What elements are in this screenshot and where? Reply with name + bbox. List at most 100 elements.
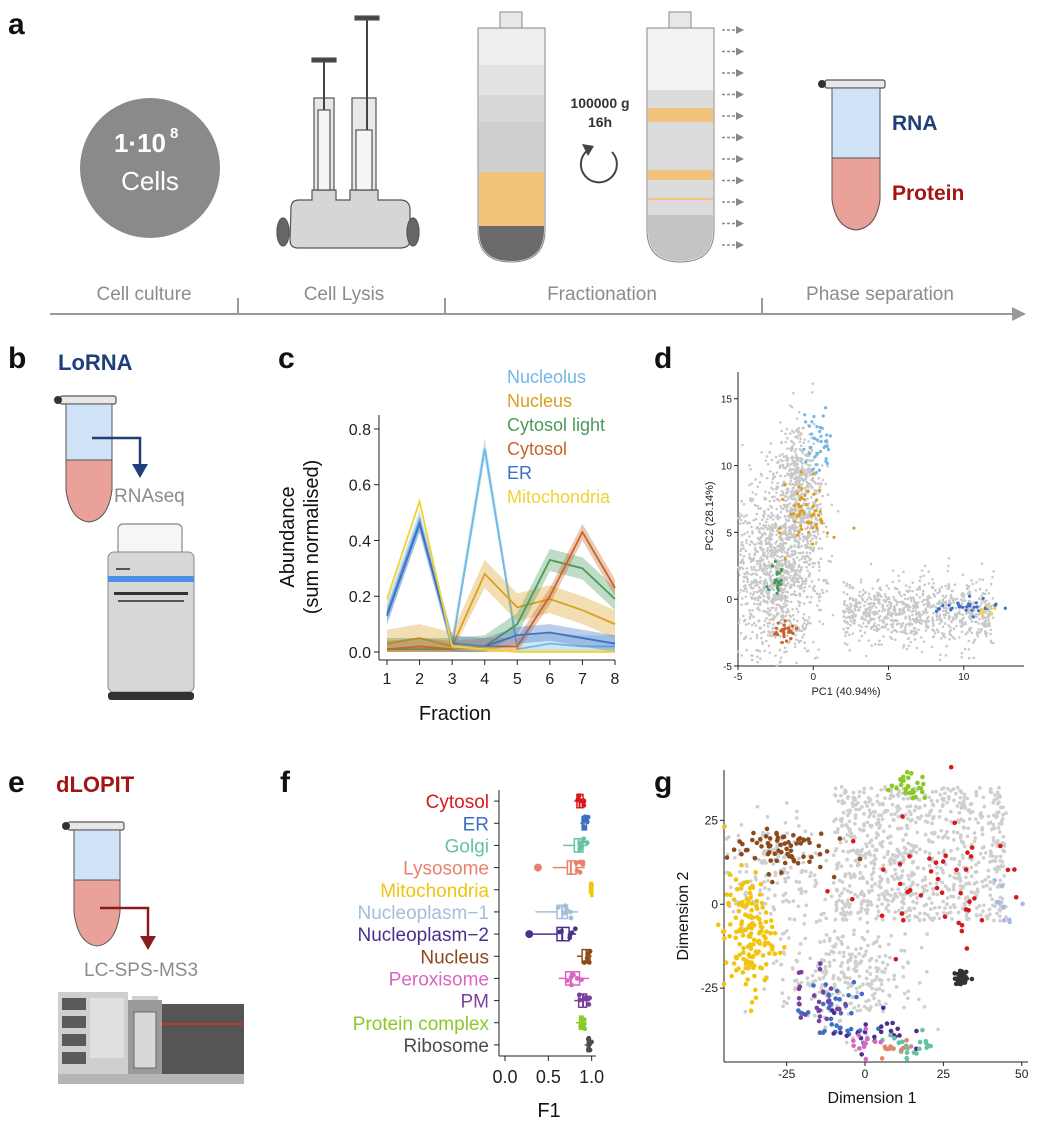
chart-d-bg-point	[887, 587, 890, 590]
chart-g-point	[968, 854, 974, 859]
chart-d-bg-point	[960, 621, 964, 624]
chart-d-point	[814, 471, 818, 475]
chart-d-bg-point	[802, 441, 805, 445]
chart-g-point	[1007, 917, 1012, 923]
chart-d-bg-point	[764, 590, 768, 593]
chart-g-bg-point	[948, 910, 953, 915]
chart-d-point	[804, 460, 808, 464]
chart-g-bg-point	[973, 817, 978, 821]
chart-d-bg-point	[770, 458, 774, 462]
chart-d-bg-point	[853, 608, 857, 612]
chart-d-bg-point	[987, 609, 990, 612]
chart-d-bg-point	[930, 645, 934, 649]
chart-g-bg-point	[878, 874, 882, 879]
chart-g-point	[737, 942, 742, 947]
chart-d-bg-point	[936, 602, 939, 605]
chart-d-bg-point	[810, 516, 814, 520]
chart-g-bg-point	[904, 812, 908, 817]
chart-d-cluster-er	[934, 594, 1007, 619]
chart-g-bg-point	[799, 870, 804, 875]
chart-d-bg-point	[781, 545, 785, 548]
chart-d-bg-point	[836, 509, 840, 513]
chart-g-bg-point	[883, 897, 887, 901]
chart-d-bg-point	[891, 625, 894, 629]
chart-g-point	[817, 1014, 823, 1019]
chart-g-bg-point	[967, 881, 971, 885]
chart-d-bg-point	[745, 590, 749, 593]
chart-g-bg-point	[940, 787, 944, 791]
chart-d-bg-point	[784, 584, 787, 588]
chart-d-bg-point	[847, 611, 851, 614]
chart-g-bg-point	[976, 820, 981, 825]
chart-g-bg-point	[820, 970, 825, 974]
chart-g-point	[760, 905, 765, 910]
f1-boxplot-chart: 0.0 0.5 1.0CytosolERGolgiLysosomeMitochond…	[353, 790, 604, 1087]
chart-g-bg-point	[888, 834, 893, 839]
chart-d-bg-point	[851, 586, 855, 590]
chart-d-bg-point	[873, 598, 876, 602]
chart-d-bg-point	[765, 554, 768, 558]
chart-g-bg-point	[809, 870, 813, 875]
chart-d-point	[775, 586, 780, 590]
chart-d-bg-point	[786, 548, 790, 552]
chart-d-bg-point	[765, 455, 769, 458]
chart-d-bg-point	[817, 562, 821, 565]
chart-g-point	[770, 879, 775, 885]
chart-g-bg-point	[793, 985, 798, 990]
chart-c-ytick-label: 0.0	[349, 645, 371, 662]
chart-g-bg-point	[922, 911, 927, 916]
chart-g-bg-point	[773, 893, 777, 898]
chart-d-bg-point	[744, 587, 747, 591]
chart-d-bg-point	[813, 589, 817, 593]
chart-g-bg-point	[941, 798, 946, 803]
chart-g-cluster-protein-complex	[886, 769, 927, 801]
chart-g-bg-point	[858, 1008, 863, 1013]
chart-d-bg-point	[883, 608, 887, 612]
chart-d-bg-point	[810, 496, 813, 499]
chart-d-bg-point	[792, 442, 796, 446]
chart-d-bg-point	[797, 482, 801, 486]
chart-g-bg-point	[938, 792, 943, 797]
chart-g-bg-point	[940, 868, 945, 873]
chart-d-bg-point	[801, 473, 804, 476]
chart-d-bg-point	[768, 634, 772, 638]
chart-d-bg-point	[801, 551, 805, 554]
chart-g-point	[733, 935, 738, 941]
chart-g-bg-point	[865, 833, 870, 838]
chart-g-bg-point	[958, 883, 963, 888]
chart-g-point	[826, 1005, 832, 1011]
chart-d-bg-point	[803, 641, 806, 644]
chart-g-bg-point	[743, 1009, 748, 1014]
chart-g-point	[752, 963, 757, 968]
chart-d-bg-point	[819, 507, 822, 510]
chart-g-bg-point	[998, 878, 1003, 883]
chart-d-bg-point	[763, 619, 767, 622]
chart-g-bg-point	[858, 960, 863, 965]
chart-d-bg-point	[762, 582, 765, 586]
gradient-tube-before-icon	[477, 11, 546, 263]
chart-d-bg-point	[784, 432, 787, 436]
chart-g-bg-point	[907, 918, 912, 923]
chart-d-bg-point	[857, 601, 861, 605]
dlopit-tube-icon	[62, 821, 125, 947]
chart-d-bg-point	[822, 530, 825, 534]
chart-d-bg-point	[810, 548, 813, 551]
chart-f-point	[585, 814, 591, 820]
chart-g-bg-point	[963, 806, 967, 810]
chart-d-bg-point	[750, 581, 754, 584]
chart-d-bg-point	[778, 648, 782, 652]
chart-g-point	[851, 1038, 856, 1043]
chart-g-point	[751, 953, 756, 959]
chart-g-bg-point	[999, 822, 1004, 826]
chart-d-bg-point	[950, 589, 953, 593]
chart-g-bg-point	[782, 866, 786, 871]
chart-d-point	[783, 619, 787, 623]
chart-g-bg-point	[879, 982, 884, 987]
chart-d-bg-point	[961, 573, 965, 577]
chart-d-bg-point	[756, 602, 759, 606]
chart-g-point	[754, 840, 760, 846]
chart-d-bg-point	[908, 614, 911, 618]
chart-d-bg-point	[771, 477, 775, 481]
chart-g-bg-point	[855, 848, 860, 853]
chart-d-bg-point	[923, 583, 926, 587]
